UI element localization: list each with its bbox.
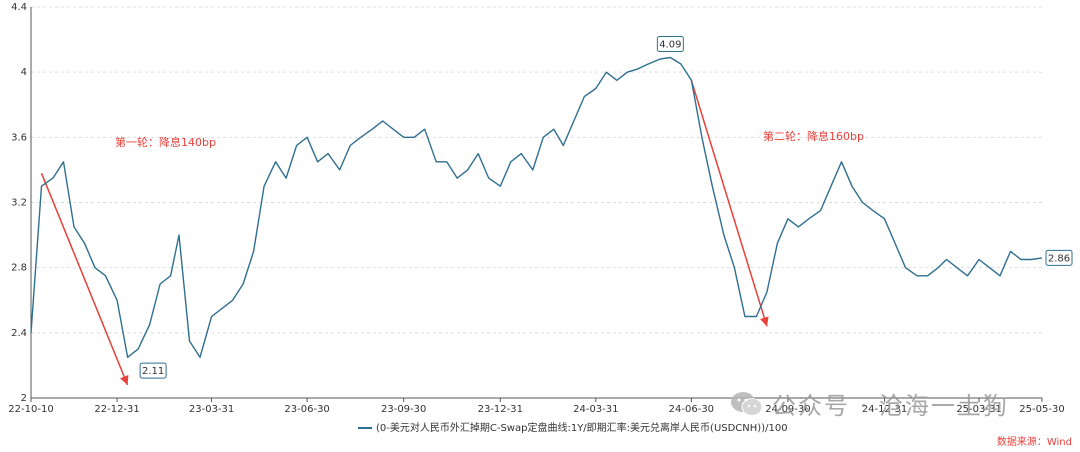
legend-label: (0-美元对人民币外汇掉期C-Swap定盘曲线:1Y/即期汇率:美元兑离岸人民币… — [376, 421, 788, 434]
x-axis: 22-10-10 22-12-31 23-03-31 23-06-30 23-09-30… — [8, 397, 1065, 415]
callout-1: 4.09 — [656, 36, 684, 53]
x-tick-label: 23-06-30 — [284, 404, 329, 415]
y-axis: 2 2.4 2.8 3.2 3.6 4 4.4 — [11, 2, 32, 404]
callouts: 2.11 4.09 2.86 — [139, 36, 1073, 379]
y-tick-label: 3.2 — [11, 198, 27, 209]
y-tick-label: 3.6 — [11, 132, 27, 143]
x-tick-label: 23-03-31 — [189, 404, 234, 415]
x-tick-label: 22-12-31 — [94, 404, 139, 415]
callout-label: 2.86 — [1048, 253, 1070, 264]
x-tick-label: 24-03-31 — [573, 404, 618, 415]
callout-box — [139, 362, 167, 379]
legend[interactable]: (0-美元对人民币外汇掉期C-Swap定盘曲线:1Y/即期汇率:美元兑离岸人民币… — [358, 421, 788, 434]
x-tick-label: 22-10-10 — [8, 404, 53, 415]
trend-arrow-1 — [40, 172, 129, 386]
x-tick-label: 23-09-30 — [381, 404, 426, 415]
annotation-round-2: 第二轮：降息160bp — [763, 129, 864, 143]
x-tick-label: 25-03-31 — [956, 404, 1001, 415]
wechat-icon — [731, 391, 763, 416]
annotation-round-1: 第一轮：降息140bp — [115, 135, 216, 149]
y-tick-label: 4 — [21, 67, 27, 78]
gridlines — [31, 6, 1042, 334]
callout-label: 4.09 — [659, 40, 681, 51]
series-group — [30, 56, 1043, 358]
trend-arrows — [40, 80, 769, 386]
callout-label: 2.11 — [142, 366, 164, 377]
x-tick-label: 25-05-30 — [1019, 404, 1064, 415]
y-tick-label: 4.4 — [11, 2, 27, 13]
callout-box — [656, 36, 684, 53]
y-tick-label: 2 — [21, 393, 27, 404]
series-line-0 — [30, 56, 1043, 358]
x-tick-label: 24-06-30 — [669, 404, 714, 415]
callout-box — [1045, 249, 1073, 266]
source-note: 数据来源：Wind — [996, 437, 1072, 448]
watermark-text: 公众号 · 沧海一土狗 — [772, 392, 1009, 420]
x-tick-label: 23-12-31 — [478, 404, 523, 415]
trend-arrow-2 — [690, 80, 769, 327]
y-tick-label: 2.8 — [11, 263, 27, 274]
x-tick-label: 24-12-31 — [862, 404, 907, 415]
y-tick-label: 2.4 — [11, 328, 27, 339]
watermark: 公众号 · 沧海一土狗 — [730, 386, 1009, 421]
callout-0: 2.11 — [139, 362, 167, 379]
x-tick-label: 24-09-30 — [765, 404, 810, 415]
callout-2: 2.86 — [1045, 249, 1073, 266]
